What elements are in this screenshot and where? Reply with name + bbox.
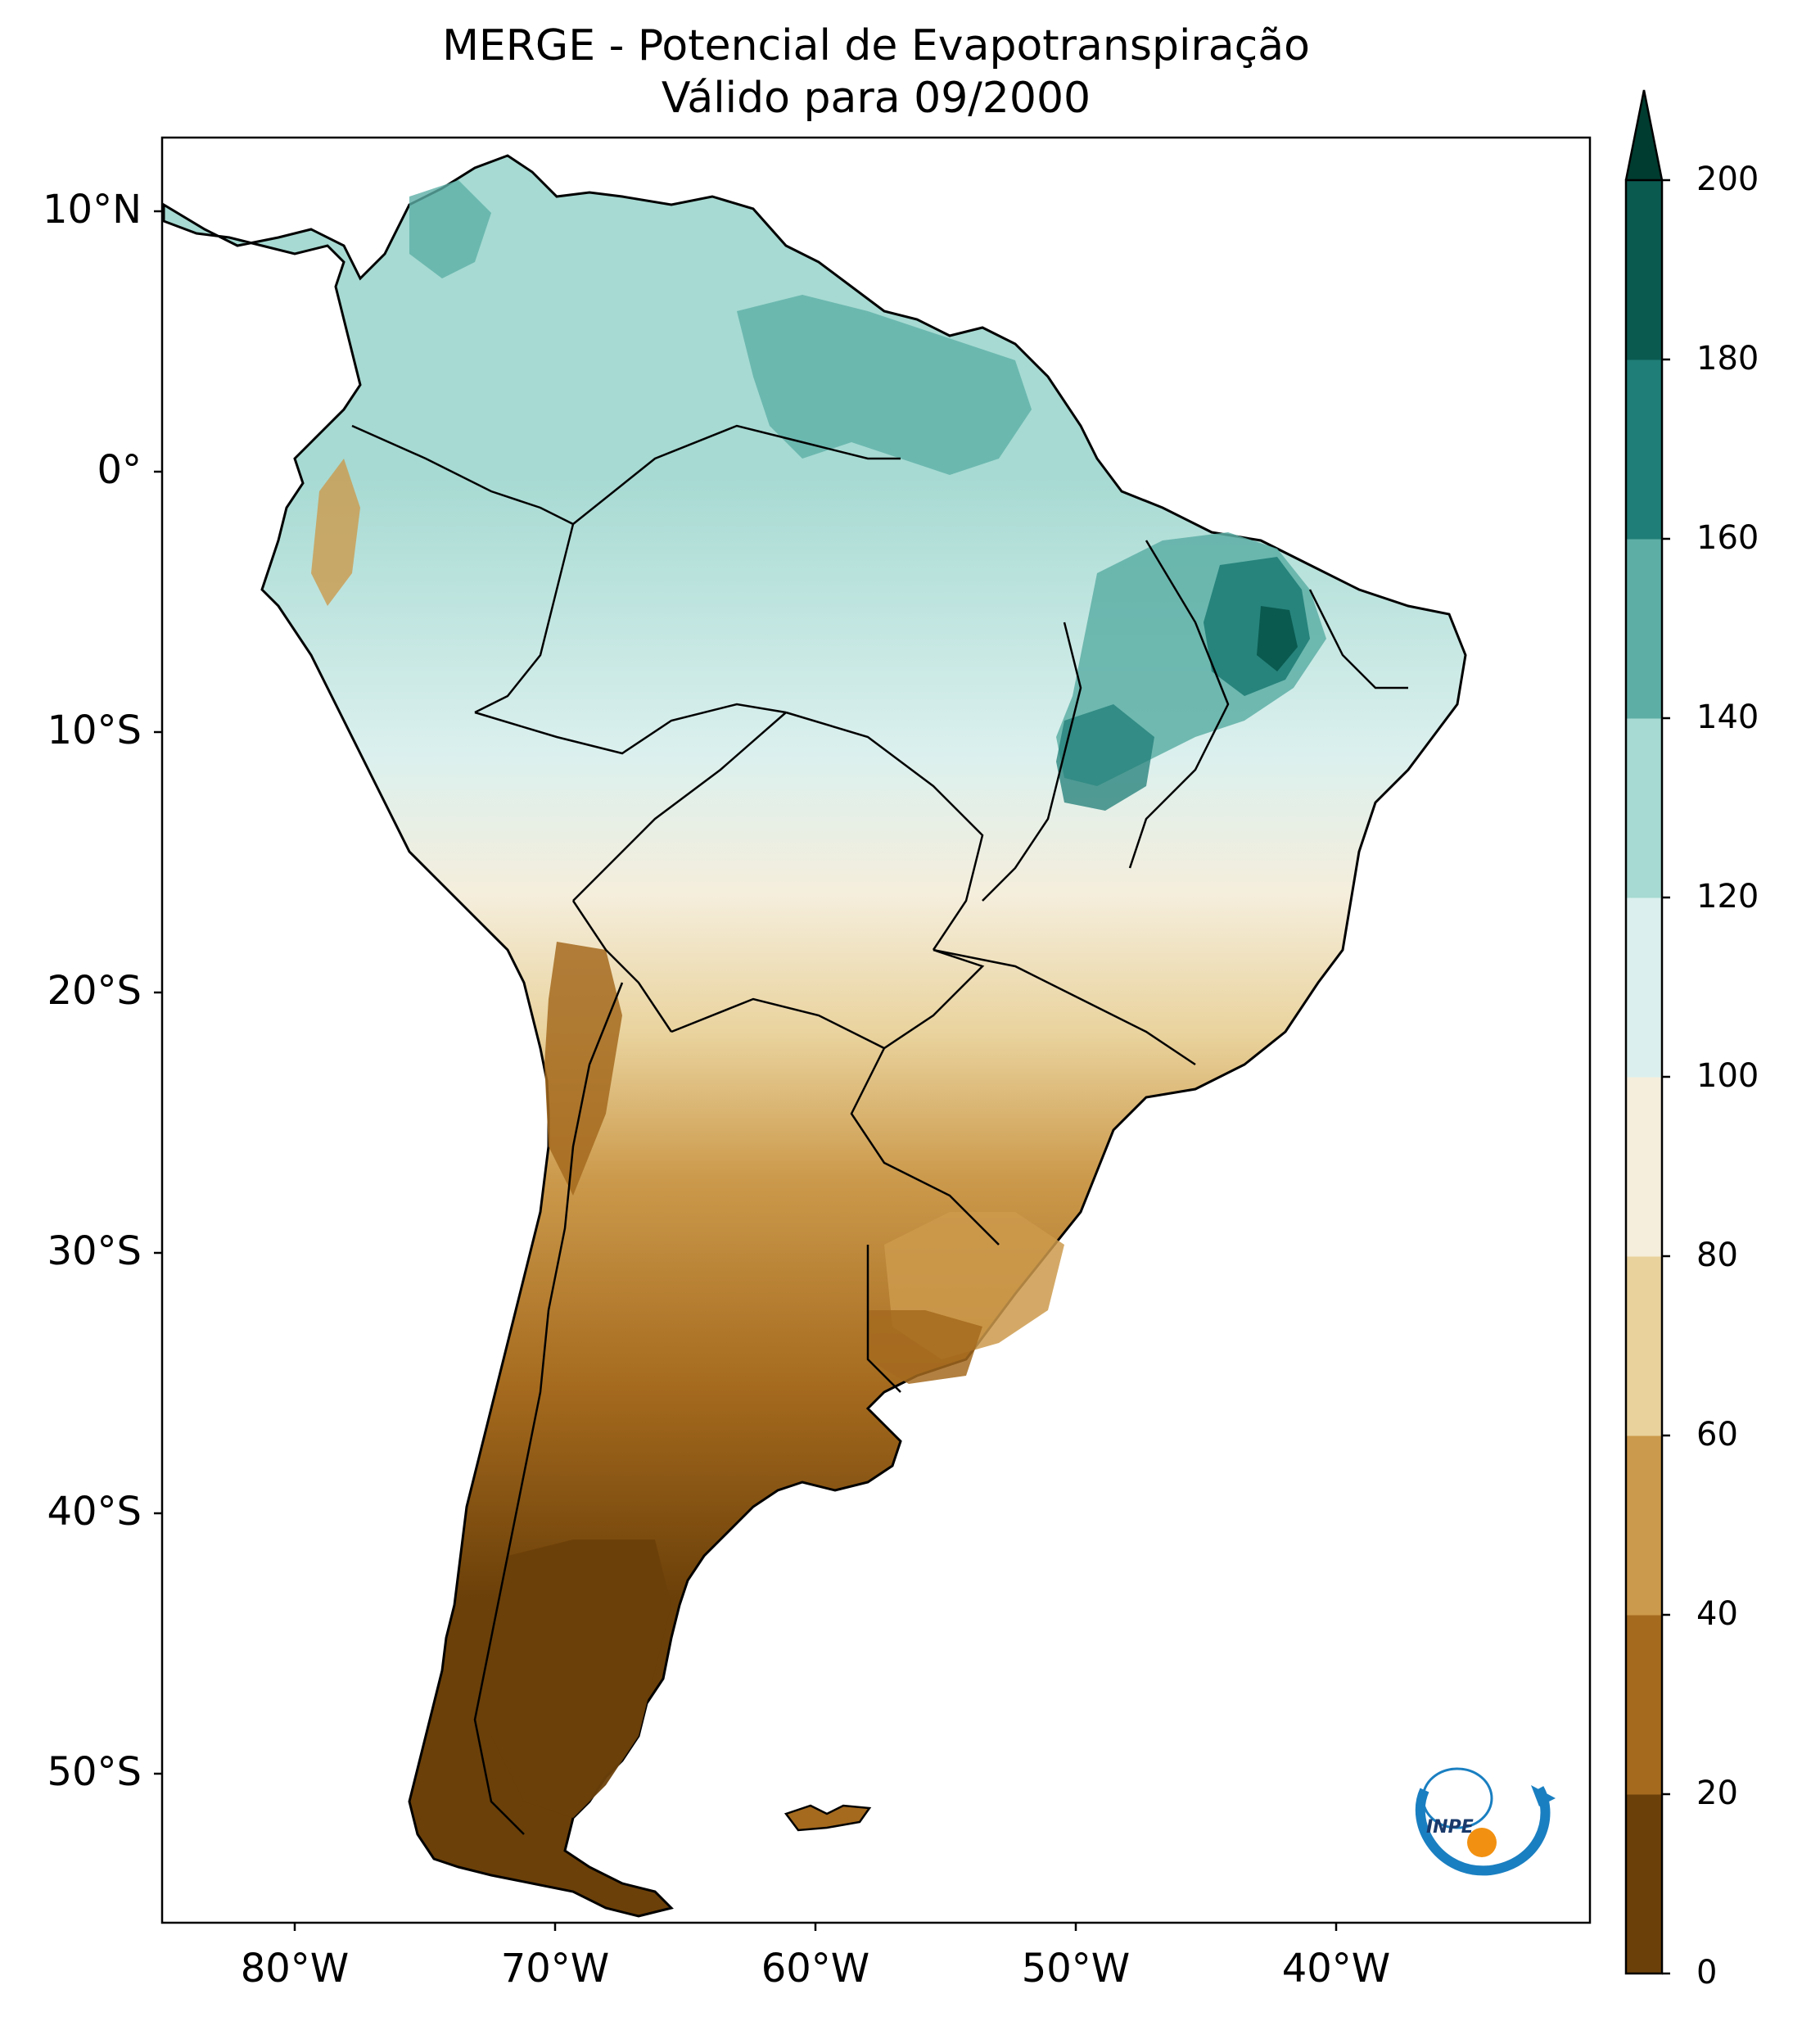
south-america-continent: [162, 154, 1467, 1918]
inpe-logo-text: INPE: [1426, 1817, 1474, 1838]
andes-dry-strip-south: [544, 942, 622, 1196]
high-evapotranspiration-north: [737, 295, 1032, 475]
lat-label-50s: 50°S: [47, 1749, 142, 1795]
country-borders: [351, 424, 1408, 1835]
colorbar-tick-label: 160: [1696, 519, 1759, 557]
colorbar-segment: [1626, 1256, 1662, 1436]
colorbar-segment: [1626, 1794, 1662, 1974]
lat-label-10s: 10°S: [47, 708, 142, 753]
lat-label-0: 0°: [97, 447, 142, 493]
colorbar-tick-label: 40: [1696, 1595, 1738, 1633]
colorbar-extend-arrow: [1626, 90, 1662, 180]
lat-label-40s: 40°S: [47, 1489, 142, 1535]
colorbar-segment: [1626, 1077, 1662, 1257]
colorbar-tick-label: 140: [1696, 699, 1759, 736]
uruguay-patch: [868, 1310, 982, 1384]
colorbar-segment: [1626, 359, 1662, 540]
colorbar-segment: [1626, 1615, 1662, 1795]
lon-label-40w: 40°W: [1281, 1946, 1391, 1992]
colorbar-tick-label: 20: [1696, 1775, 1738, 1812]
colombia-patch: [409, 180, 491, 278]
axis-ticks: [154, 210, 1338, 1931]
falkland-islands: [784, 1804, 872, 1832]
andes-dry-strip: [311, 459, 360, 606]
colorbar-tick-label: 0: [1696, 1954, 1718, 1992]
colorbar-segment: [1626, 718, 1662, 898]
inpe-logo: INPE: [1415, 1767, 1556, 1876]
map-title: MERGE - Potencial de Evapotranspiração: [442, 21, 1310, 70]
colorbar-tick-label: 180: [1696, 340, 1759, 378]
lat-label-30s: 30°S: [47, 1228, 142, 1274]
colorbar-tick-label: 60: [1696, 1416, 1738, 1454]
colorbar-segment: [1626, 897, 1662, 1078]
colorbar-segment: [1626, 180, 1662, 360]
colorbar: [1624, 89, 1670, 1975]
colorbar-tick-label: 80: [1696, 1237, 1738, 1274]
patagonia-core: [491, 1539, 671, 1818]
lon-label-80w: 80°W: [240, 1946, 350, 1992]
colorbar-tick-label: 100: [1696, 1057, 1759, 1095]
lon-label-60w: 60°W: [761, 1946, 870, 1992]
lat-label-10n: 10°N: [43, 187, 142, 233]
lon-label-70w: 70°W: [500, 1946, 610, 1992]
map-frame: [160, 136, 1592, 1924]
map-subtitle: Válido para 09/2000: [661, 74, 1091, 123]
colorbar-tick-label: 200: [1696, 161, 1759, 198]
colorbar-segment: [1626, 539, 1662, 719]
lat-label-20s: 20°S: [47, 968, 142, 1014]
colorbar-tick-label: 120: [1696, 878, 1759, 916]
peak-evapotranspiration-core: [1257, 606, 1298, 671]
colorbar-segment: [1626, 1435, 1662, 1616]
lon-label-50w: 50°W: [1021, 1946, 1131, 1992]
central-brazil-patch: [1056, 704, 1154, 811]
